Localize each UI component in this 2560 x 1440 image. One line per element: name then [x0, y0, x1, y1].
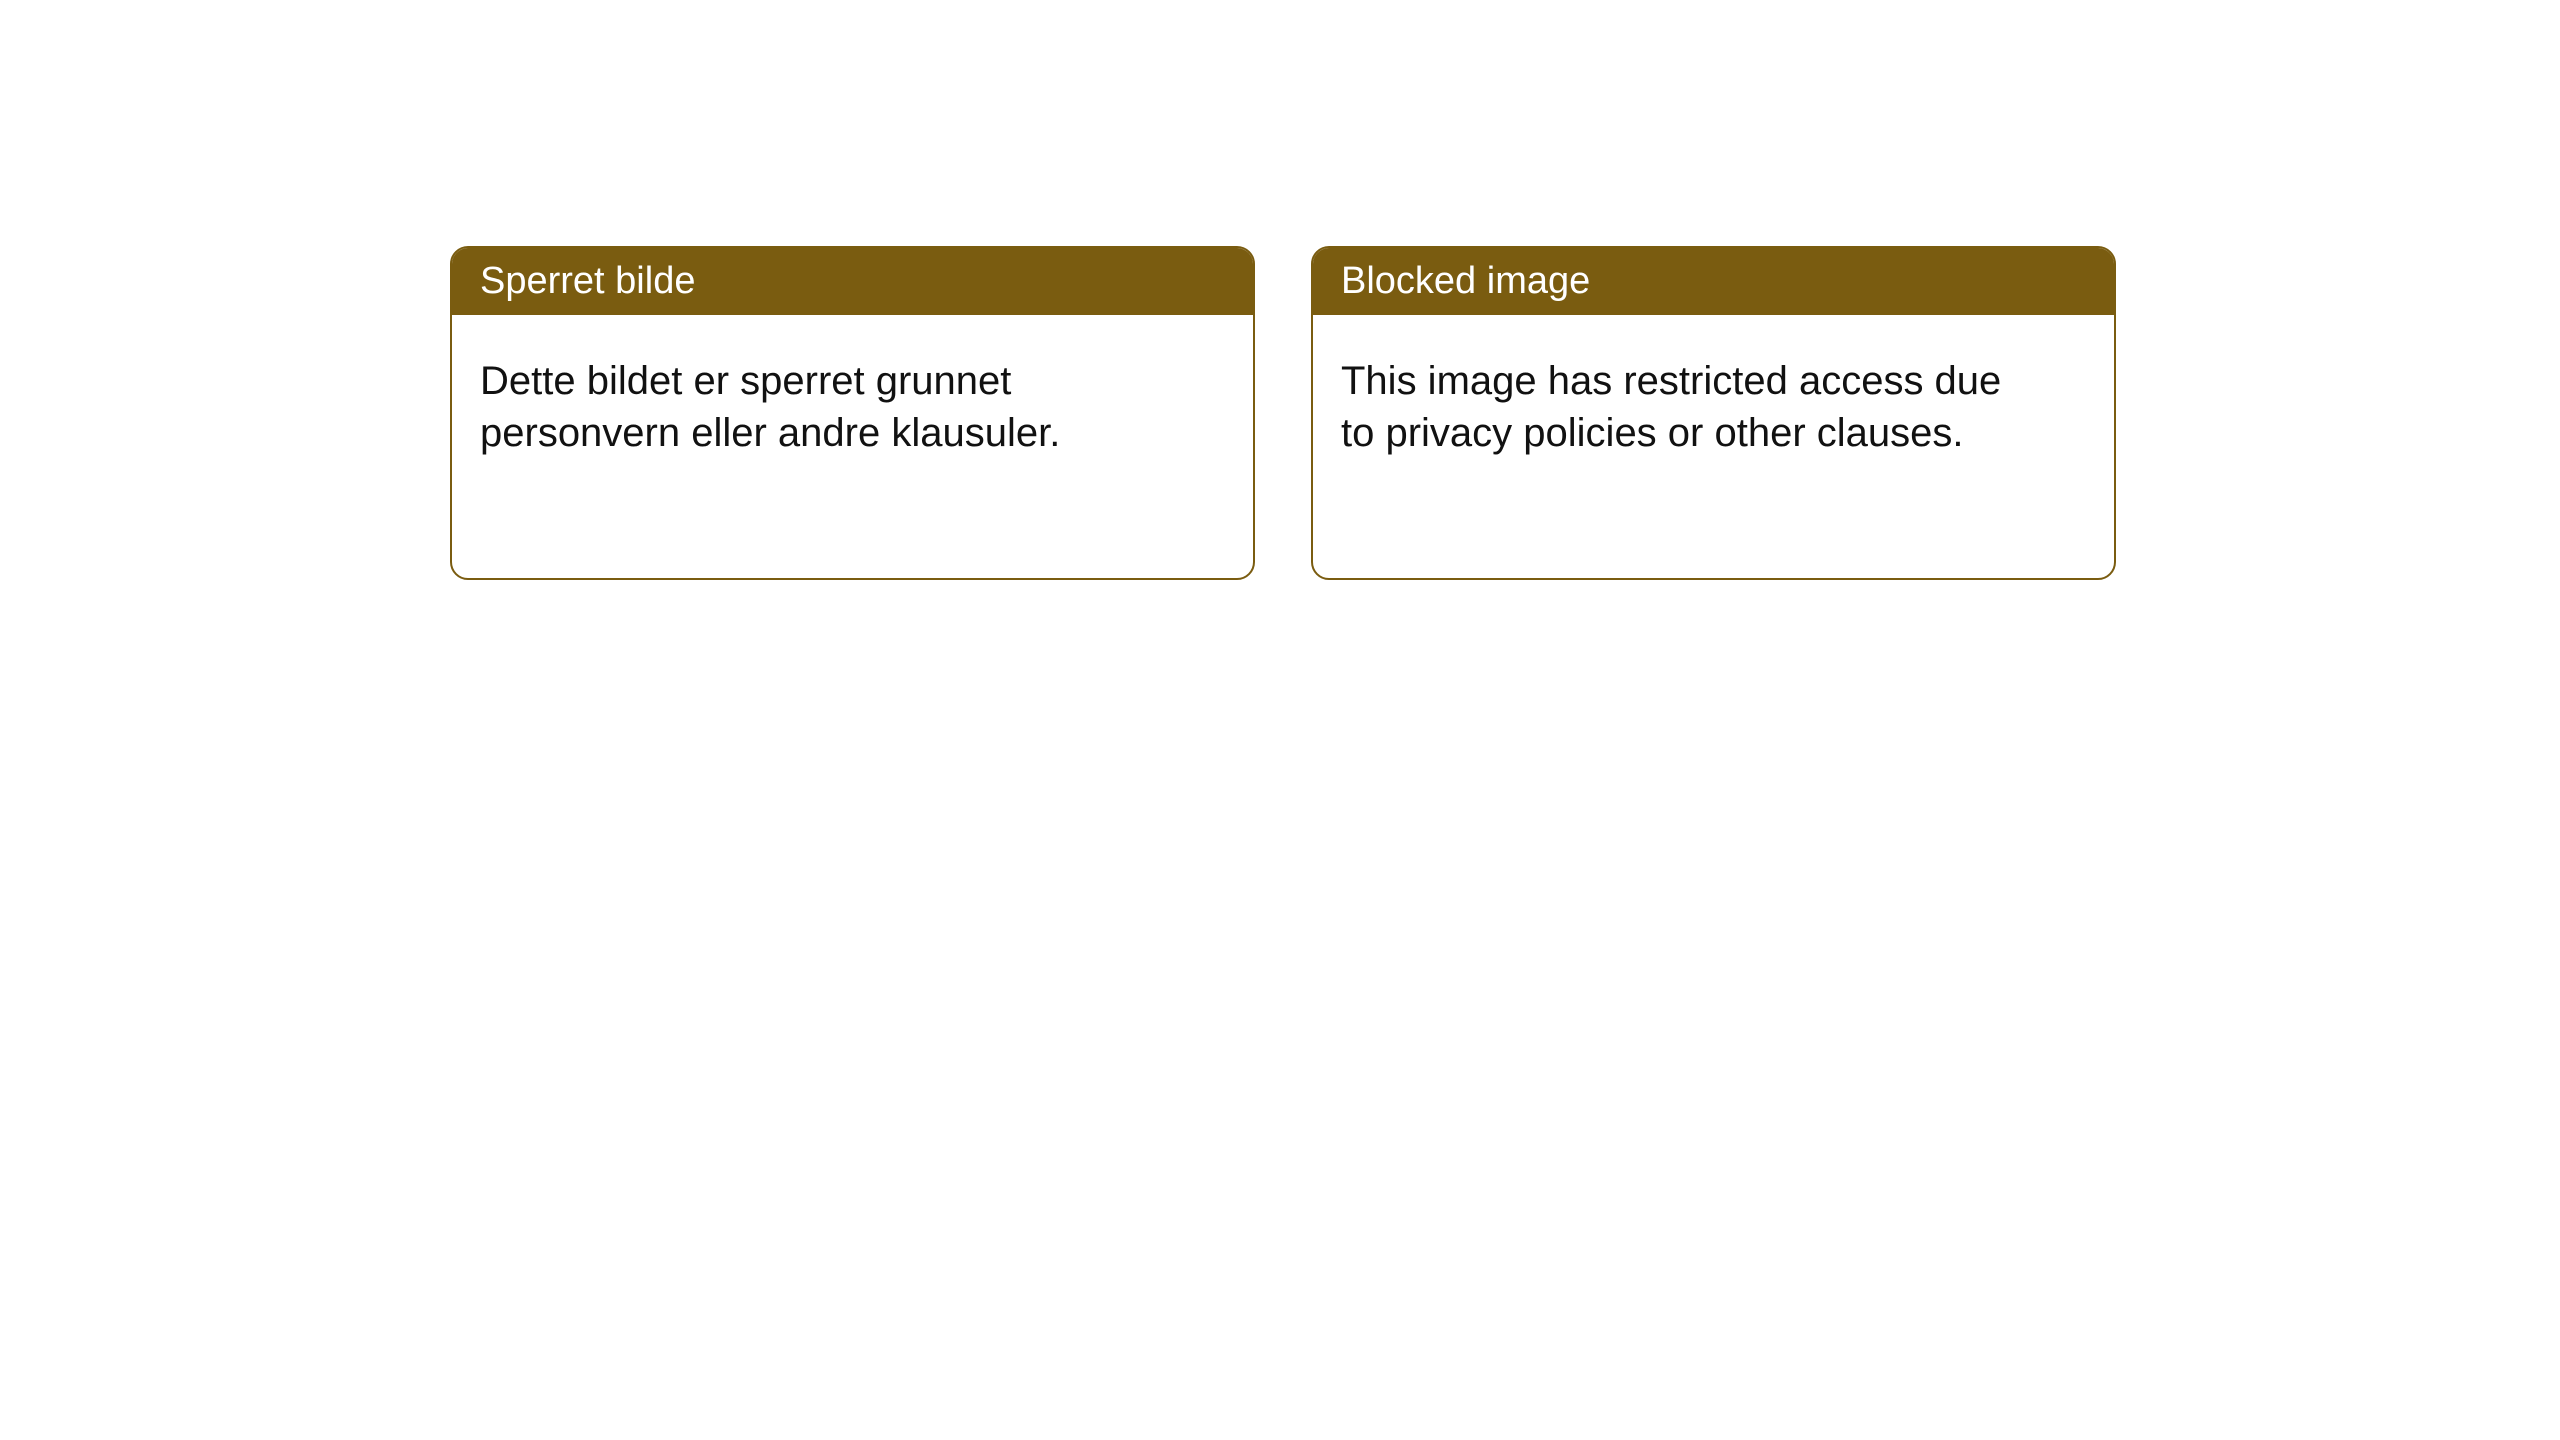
card-header: Sperret bilde [452, 248, 1253, 315]
card-body: This image has restricted access due to … [1313, 315, 2033, 499]
card-body-text: Dette bildet er sperret grunnet personve… [480, 359, 1060, 455]
notice-card-english: Blocked image This image has restricted … [1311, 246, 2116, 580]
notice-card-norwegian: Sperret bilde Dette bildet er sperret gr… [450, 246, 1255, 580]
card-header-text: Blocked image [1341, 260, 1590, 302]
card-header: Blocked image [1313, 248, 2114, 315]
card-body-text: This image has restricted access due to … [1341, 359, 2001, 455]
card-body: Dette bildet er sperret grunnet personve… [452, 315, 1172, 499]
notice-cards-container: Sperret bilde Dette bildet er sperret gr… [450, 246, 2116, 580]
card-header-text: Sperret bilde [480, 260, 695, 302]
